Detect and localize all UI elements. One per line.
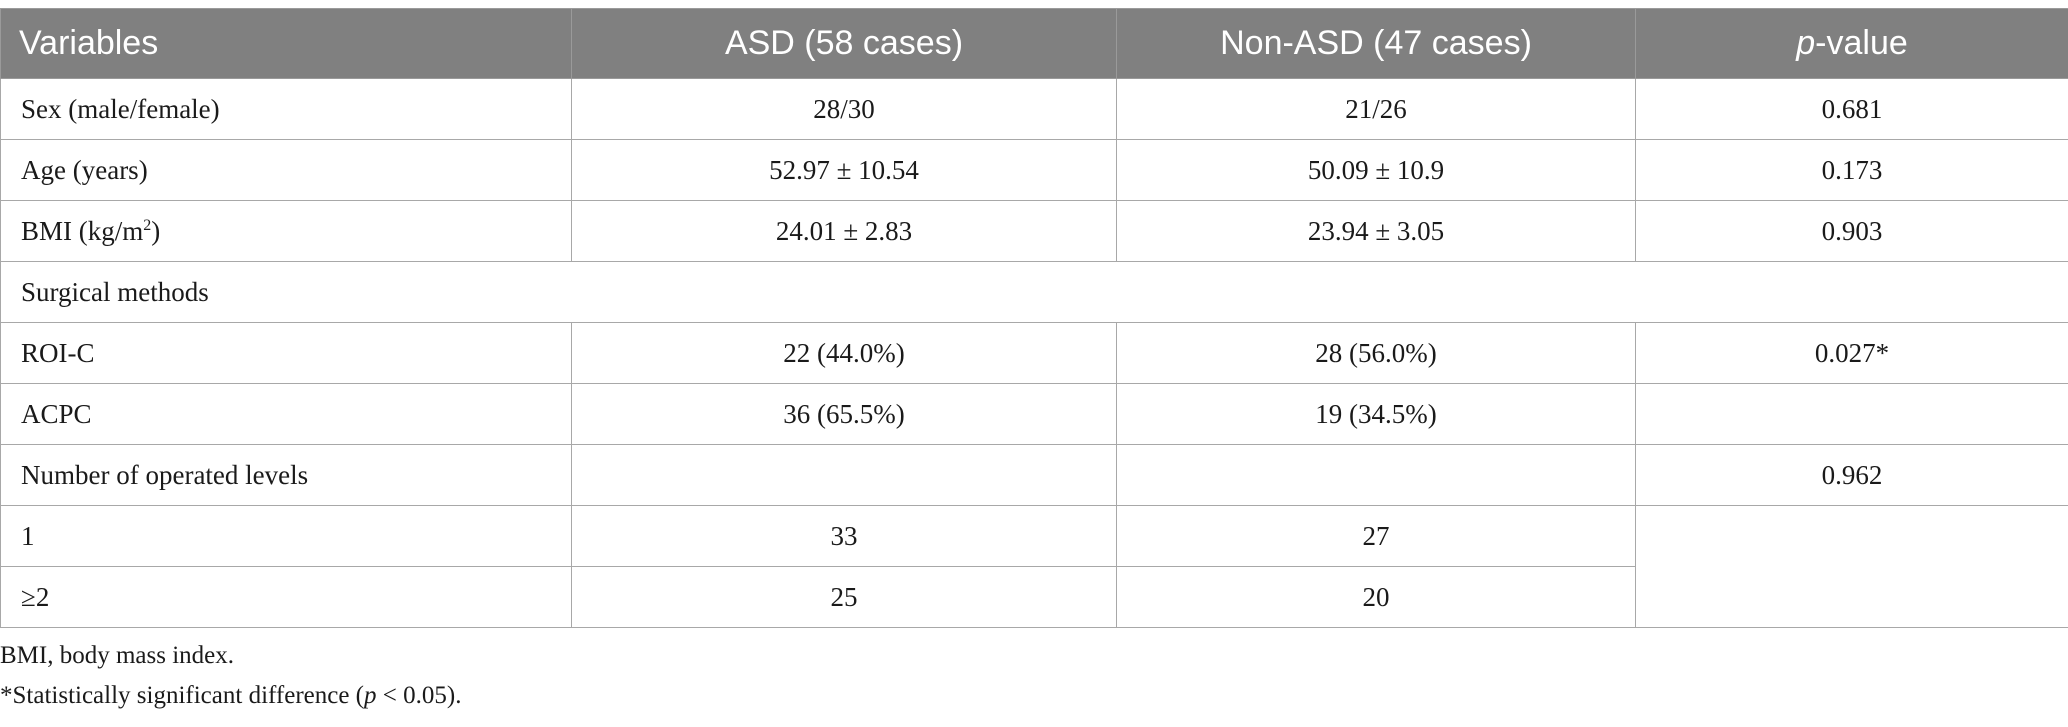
- footnote-abbreviation: BMI, body mass index.: [0, 642, 235, 669]
- table-row: ≥2 25 20: [0, 566, 2068, 628]
- row-variable: BMI (kg/m2): [0, 200, 572, 262]
- footnote-sig-threshold: < 0.05).: [376, 682, 462, 709]
- row-non-asd-value: 21/26: [1116, 78, 1636, 140]
- header-p-value: p-value: [1635, 8, 2068, 79]
- footnote-significance: *Statistically significant difference (p…: [0, 676, 461, 716]
- table-row: Age (years) 52.97 ± 10.54 50.09 ± 10.9 0…: [0, 139, 2068, 201]
- table-row: Number of operated levels 0.962: [0, 444, 2068, 506]
- row-non-asd-value: 50.09 ± 10.9: [1116, 139, 1636, 201]
- row-variable: ROI-C: [0, 322, 572, 384]
- bmi-superscript: 2: [143, 216, 152, 234]
- table-row: Sex (male/female) 28/30 21/26 0.681: [0, 78, 2068, 140]
- row-variable: 1: [0, 505, 572, 567]
- row-asd-value: 28/30: [571, 78, 1117, 140]
- row-non-asd-value: 19 (34.5%): [1116, 383, 1636, 445]
- results-table-container: Variables ASD (58 cases) Non-ASD (47 cas…: [0, 8, 2068, 628]
- row-asd-value: 36 (65.5%): [571, 383, 1117, 445]
- table-row: 1 33 27: [0, 505, 2068, 628]
- row-variable: Sex (male/female): [0, 78, 572, 140]
- row-p-value: 0.903: [1635, 200, 2068, 262]
- row-asd-value: 22 (44.0%): [571, 322, 1117, 384]
- row-variable: ACPC: [0, 383, 572, 445]
- footnote-sig-text: *Statistically significant difference (: [0, 682, 365, 709]
- footnote-sig-p: p: [364, 682, 377, 709]
- row-asd-value: 33: [571, 505, 1117, 567]
- row-p-value: [1635, 383, 2068, 445]
- row-p-value: 0.962: [1635, 444, 2068, 506]
- row-variable: Number of operated levels: [0, 444, 572, 506]
- header-row: Variables ASD (58 cases) Non-ASD (47 cas…: [0, 8, 2068, 79]
- row-non-asd-value: 27: [1116, 505, 1636, 567]
- row-non-asd-value: 23.94 ± 3.05: [1116, 200, 1636, 262]
- row-asd-value: 25: [571, 566, 1117, 628]
- header-variables: Variables: [0, 8, 572, 79]
- row-asd-value: 52.97 ± 10.54: [571, 139, 1117, 201]
- row-non-asd-value: 20: [1116, 566, 1636, 628]
- table-section-row: Surgical methods: [0, 261, 2068, 323]
- section-label-surgical-methods: Surgical methods: [0, 261, 2068, 323]
- header-asd: ASD (58 cases): [571, 8, 1117, 79]
- header-p-rest: -value: [1815, 24, 1908, 62]
- row-p-value: 0.681: [1635, 78, 2068, 140]
- header-p-italic: p: [1796, 24, 1816, 62]
- table-footnotes: BMI, body mass index. *Statistically sig…: [0, 636, 461, 716]
- row-non-asd-value: [1116, 444, 1636, 506]
- row-p-value: 0.027*: [1635, 322, 2068, 384]
- row-variable: Age (years): [0, 139, 572, 201]
- row-p-value: 0.173: [1635, 139, 2068, 201]
- bmi-label-close: ): [151, 215, 161, 246]
- table-row: ROI-C 22 (44.0%) 28 (56.0%) 0.027*: [0, 322, 2068, 384]
- baseline-characteristics-table: Variables ASD (58 cases) Non-ASD (47 cas…: [0, 8, 2068, 628]
- row-variable: ≥2: [0, 566, 572, 628]
- row-p-value-empty: [1635, 505, 2068, 628]
- row-asd-value: [571, 444, 1117, 506]
- bmi-label: BMI (kg/m: [21, 215, 144, 246]
- row-asd-value: 24.01 ± 2.83: [571, 200, 1117, 262]
- row-non-asd-value: 28 (56.0%): [1116, 322, 1636, 384]
- table-row: ACPC 36 (65.5%) 19 (34.5%): [0, 383, 2068, 445]
- table-row: BMI (kg/m2) 24.01 ± 2.83 23.94 ± 3.05 0.…: [0, 200, 2068, 262]
- header-non-asd: Non-ASD (47 cases): [1116, 8, 1636, 79]
